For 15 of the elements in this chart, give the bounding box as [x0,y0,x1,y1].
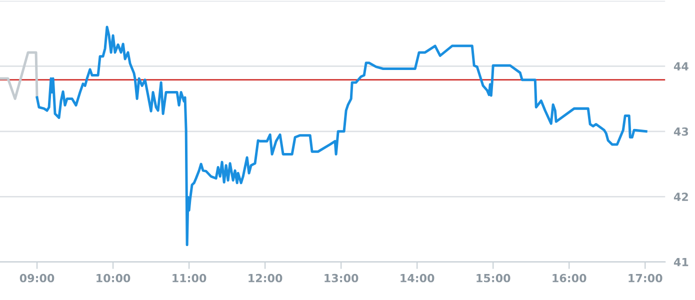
x-tick-label: 15:00 [476,274,510,282]
y-tick-label: 41 [674,258,688,266]
x-tick-label: 16:00 [552,274,586,282]
x-tick-label: 12:00 [248,274,282,282]
line-series [36,26,648,246]
y-tick-label: 42 [674,192,688,201]
line-series [0,51,38,100]
x-tick-label: 17:00 [628,274,662,282]
x-tick-label: 09:00 [20,274,54,282]
x-tick-label: 11:00 [172,274,206,282]
y-tick-label: 44 [674,62,688,70]
y-tick-label: 43 [674,127,688,136]
x-tick-label: 14:00 [400,274,434,282]
x-tick-label: 13:00 [324,274,358,282]
x-tick-label: 10:00 [96,274,130,282]
